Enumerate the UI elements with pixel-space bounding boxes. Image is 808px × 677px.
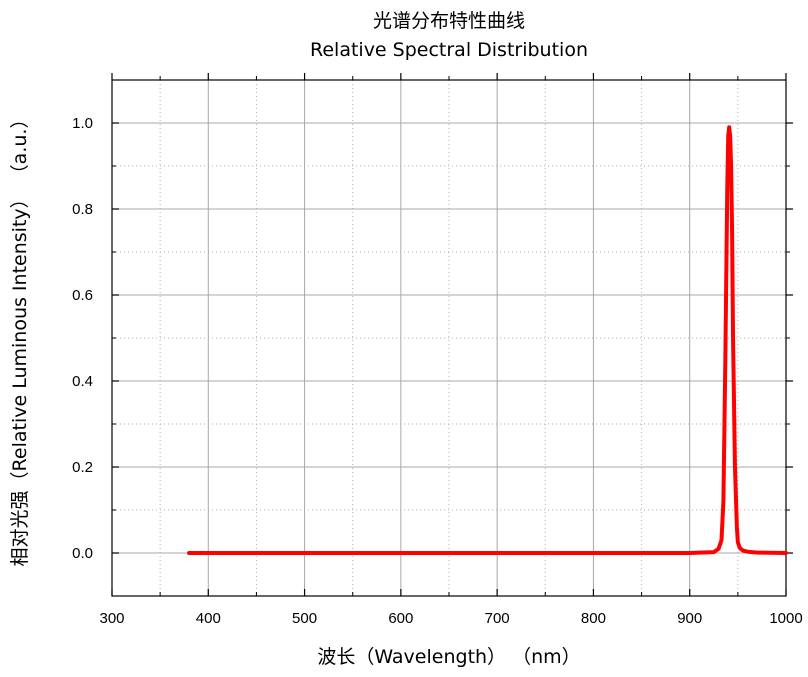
x-tick-label: 900 [677,610,702,627]
series-line [187,125,788,555]
axis-ticks [111,73,793,596]
y-tick-label: 0.0 [72,545,93,562]
x-tick-label: 400 [196,610,221,627]
y-tick-label: 0.8 [72,201,93,218]
grid-lines [112,80,786,596]
x-tick-label: 600 [388,610,413,627]
y-tick-labels: 0.0 0.2 0.4 0.6 0.8 1.0 [72,115,93,562]
x-tick-label: 800 [581,610,606,627]
y-tick-label: 0.2 [72,459,93,476]
y-tick-label: 0.6 [72,287,93,304]
y-tick-label: 1.0 [72,115,93,132]
series-group [187,125,788,555]
x-tick-label: 300 [99,610,124,627]
chart-subtitle: Relative Spectral Distribution [310,39,588,61]
x-tick-labels: 300 400 500 600 700 800 900 1000 [99,610,802,627]
x-tick-label: 500 [292,610,317,627]
y-axis-label: 相对光强（Relative Luminous Intensity） （a.u.） [9,110,31,567]
x-tick-label: 700 [485,610,510,627]
x-axis-label: 波长（Wavelength） （nm） [317,646,580,668]
chart-title: 光谱分布特性曲线 [373,10,525,32]
y-tick-label: 0.4 [72,373,93,390]
x-tick-label: 1000 [769,610,802,627]
